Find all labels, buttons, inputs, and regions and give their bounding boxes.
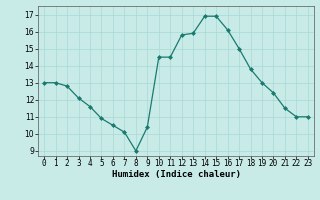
- X-axis label: Humidex (Indice chaleur): Humidex (Indice chaleur): [111, 170, 241, 179]
